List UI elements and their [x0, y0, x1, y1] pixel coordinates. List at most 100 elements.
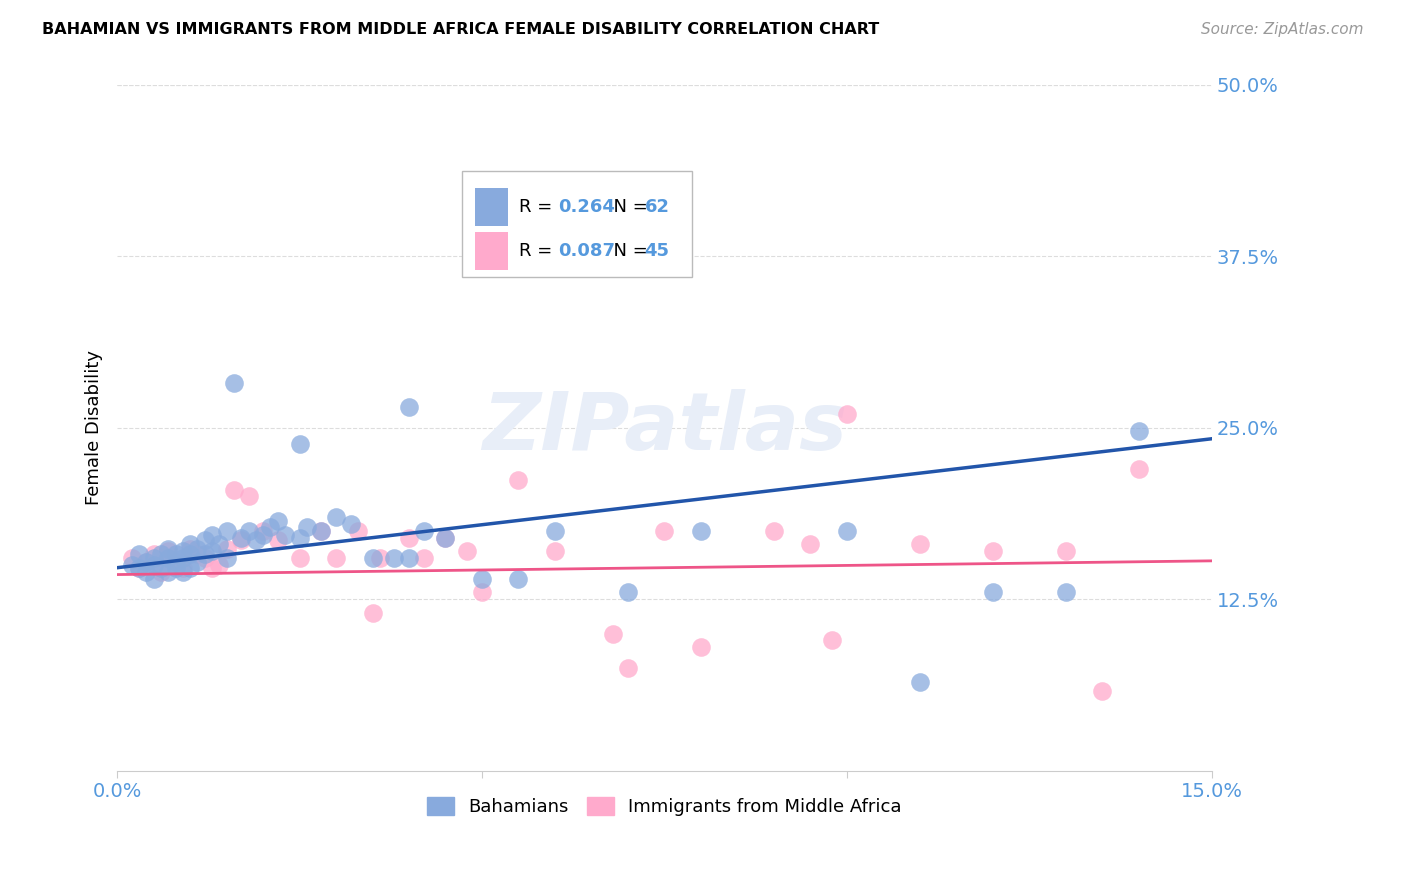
Point	[311, 524, 333, 538]
Text: 45: 45	[645, 242, 669, 260]
Text: 62: 62	[645, 198, 669, 216]
Point	[208, 558, 231, 572]
Text: R =: R =	[519, 242, 558, 260]
Point	[201, 544, 224, 558]
Point	[165, 555, 187, 569]
Y-axis label: Female Disability: Female Disability	[86, 351, 103, 505]
Point	[835, 524, 858, 538]
Point	[172, 565, 194, 579]
Point	[412, 524, 434, 538]
Text: 0.087: 0.087	[558, 242, 616, 260]
Point	[121, 551, 143, 566]
Point	[295, 519, 318, 533]
Point	[835, 407, 858, 421]
FancyBboxPatch shape	[475, 188, 508, 226]
Point	[215, 524, 238, 538]
Point	[222, 483, 245, 497]
Point	[689, 640, 711, 655]
Point	[215, 551, 238, 566]
Text: ZIPatlas: ZIPatlas	[482, 389, 846, 467]
Point	[602, 626, 624, 640]
Point	[471, 585, 494, 599]
Point	[165, 558, 187, 572]
Point	[128, 560, 150, 574]
Point	[157, 565, 180, 579]
Text: N =: N =	[602, 242, 654, 260]
Point	[398, 531, 420, 545]
Point	[128, 560, 150, 574]
Point	[201, 560, 224, 574]
Point	[762, 524, 785, 538]
Point	[617, 585, 640, 599]
Text: 0.264: 0.264	[558, 198, 614, 216]
Point	[384, 551, 406, 566]
Point	[908, 537, 931, 551]
Point	[194, 547, 217, 561]
Point	[799, 537, 821, 551]
Point	[259, 519, 281, 533]
Legend: Bahamians, Immigrants from Middle Africa: Bahamians, Immigrants from Middle Africa	[419, 789, 910, 823]
Point	[201, 528, 224, 542]
Point	[165, 547, 187, 561]
Point	[135, 565, 157, 579]
Point	[288, 437, 311, 451]
Point	[311, 524, 333, 538]
Point	[508, 473, 530, 487]
Point	[186, 555, 208, 569]
Point	[179, 537, 201, 551]
Point	[398, 551, 420, 566]
Point	[581, 174, 603, 188]
Point	[544, 544, 567, 558]
Point	[194, 551, 217, 566]
Point	[165, 560, 187, 574]
Point	[508, 572, 530, 586]
Point	[157, 551, 180, 566]
Point	[361, 606, 384, 620]
Text: BAHAMIAN VS IMMIGRANTS FROM MIDDLE AFRICA FEMALE DISABILITY CORRELATION CHART: BAHAMIAN VS IMMIGRANTS FROM MIDDLE AFRIC…	[42, 22, 879, 37]
Point	[186, 547, 208, 561]
Point	[142, 572, 165, 586]
Point	[456, 544, 478, 558]
Point	[361, 551, 384, 566]
Point	[186, 541, 208, 556]
Point	[1054, 544, 1077, 558]
Point	[238, 489, 260, 503]
FancyBboxPatch shape	[475, 233, 508, 270]
Text: R =: R =	[519, 198, 558, 216]
Point	[1054, 585, 1077, 599]
Point	[142, 547, 165, 561]
Point	[368, 551, 391, 566]
Point	[222, 376, 245, 390]
Point	[142, 551, 165, 566]
Text: Source: ZipAtlas.com: Source: ZipAtlas.com	[1201, 22, 1364, 37]
Point	[231, 531, 253, 545]
Point	[121, 558, 143, 572]
Point	[135, 555, 157, 569]
Point	[412, 551, 434, 566]
Point	[821, 633, 844, 648]
Point	[274, 528, 297, 542]
Point	[654, 524, 676, 538]
Point	[179, 547, 201, 561]
Point	[434, 531, 457, 545]
Point	[172, 551, 194, 566]
Point	[398, 401, 420, 415]
Point	[245, 533, 267, 548]
Point	[617, 661, 640, 675]
Point	[267, 514, 290, 528]
Point	[434, 531, 457, 545]
Point	[149, 560, 172, 574]
Point	[1128, 462, 1150, 476]
Point	[544, 524, 567, 538]
Point	[325, 510, 347, 524]
Point	[142, 558, 165, 572]
Point	[267, 533, 290, 548]
FancyBboxPatch shape	[463, 170, 692, 277]
Point	[981, 544, 1004, 558]
Point	[471, 572, 494, 586]
Point	[347, 524, 370, 538]
Point	[135, 555, 157, 569]
Point	[179, 560, 201, 574]
Point	[908, 674, 931, 689]
Point	[157, 541, 180, 556]
